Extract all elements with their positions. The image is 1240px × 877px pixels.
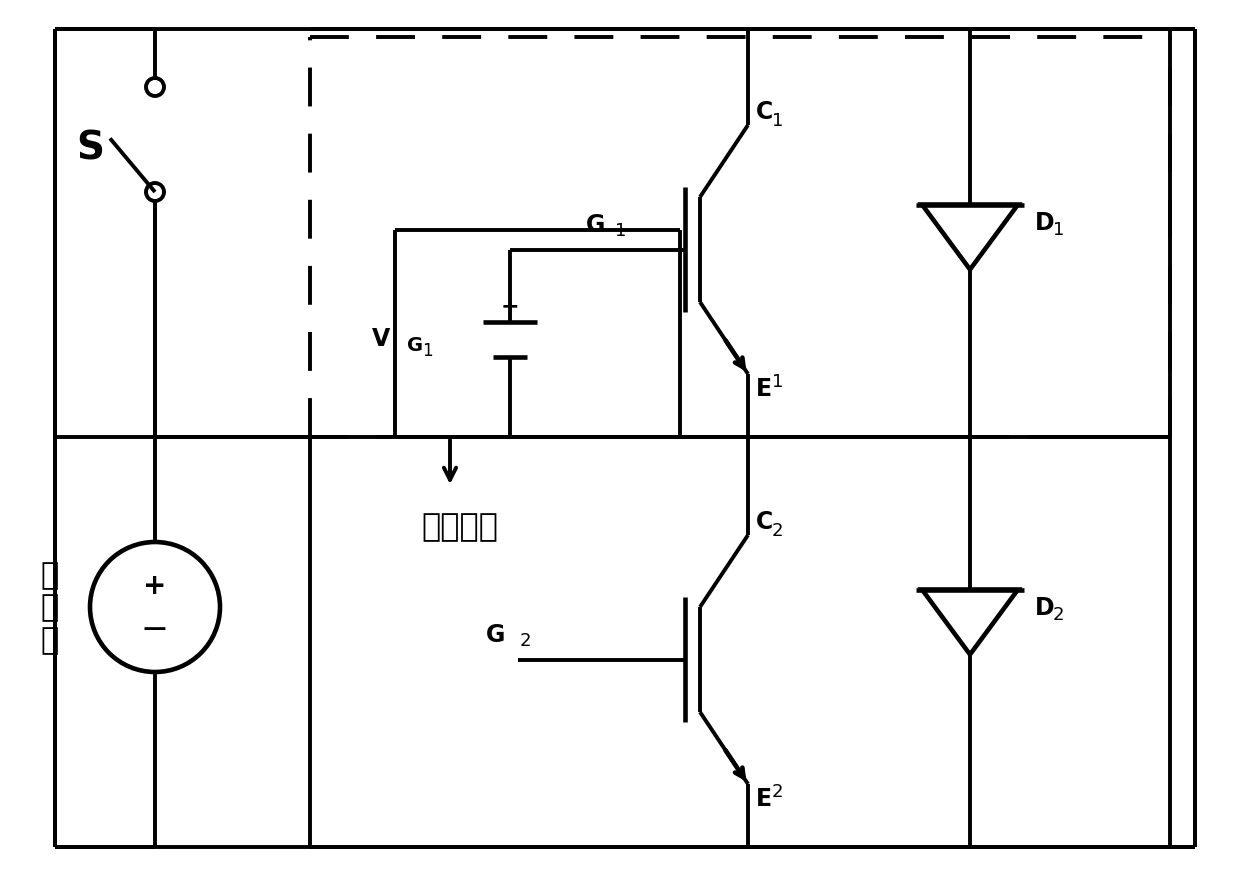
Text: 1: 1 — [773, 373, 784, 390]
Text: G: G — [486, 622, 505, 645]
Text: G: G — [585, 212, 605, 236]
Text: 1: 1 — [1053, 221, 1064, 239]
Text: G: G — [407, 336, 423, 354]
Text: 恒
流
源: 恒 流 源 — [41, 560, 60, 654]
Text: 1: 1 — [422, 341, 433, 359]
Text: 2: 2 — [773, 782, 784, 800]
Text: 1: 1 — [773, 112, 784, 130]
Text: C: C — [756, 510, 774, 533]
Text: V: V — [372, 326, 391, 350]
Text: 2: 2 — [773, 522, 784, 539]
Text: C: C — [756, 100, 774, 124]
Text: D: D — [1035, 210, 1055, 235]
Text: E: E — [756, 786, 773, 810]
Text: S: S — [76, 129, 104, 167]
Text: 2: 2 — [520, 631, 532, 650]
Text: −: − — [141, 613, 169, 645]
Text: 实验上管: 实验上管 — [422, 512, 498, 543]
Text: 1: 1 — [615, 222, 626, 240]
Text: E: E — [756, 376, 773, 401]
Text: 2: 2 — [1053, 605, 1064, 624]
Text: D: D — [1035, 595, 1055, 619]
Text: +: + — [501, 296, 520, 317]
Text: +: + — [144, 571, 166, 599]
